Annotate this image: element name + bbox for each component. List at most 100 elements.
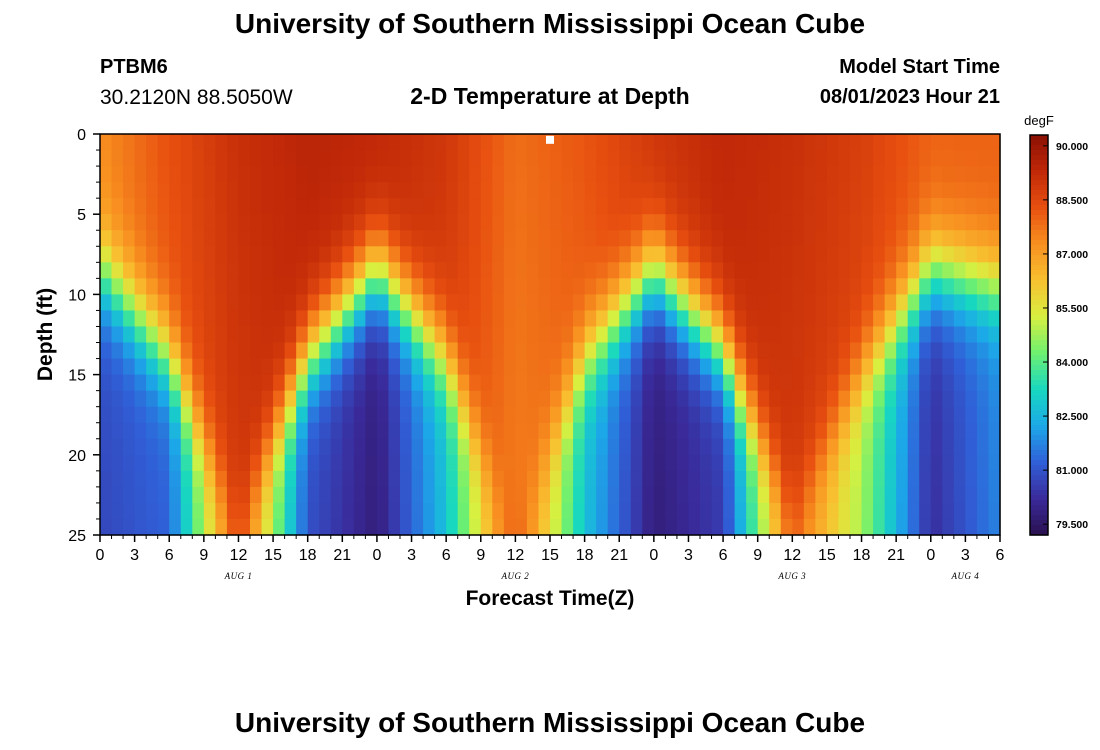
heatmap-cell	[215, 310, 228, 328]
heatmap-cell	[596, 278, 609, 295]
heatmap-cell	[157, 422, 170, 440]
heatmap-cell	[123, 246, 136, 263]
station-id: PTBM6	[100, 56, 168, 78]
heatmap-cell	[700, 230, 713, 247]
heatmap-cell	[111, 454, 124, 472]
heatmap-cell	[665, 390, 678, 408]
heatmap-cell	[515, 150, 528, 167]
heatmap-cell	[596, 470, 609, 488]
heatmap-cell	[250, 390, 263, 408]
heatmap-cell	[792, 198, 805, 215]
colorbar-segment	[1030, 315, 1048, 321]
heatmap-cell	[526, 294, 540, 312]
heatmap-cell	[342, 358, 355, 376]
heatmap-cell	[284, 470, 297, 488]
heatmap-cell	[480, 230, 493, 247]
heatmap-cell	[861, 294, 874, 312]
heatmap-cell	[526, 166, 540, 183]
heatmap-cell	[146, 278, 159, 295]
heatmap-cell	[838, 246, 851, 263]
heatmap-cell	[803, 406, 816, 424]
heatmap-cell	[792, 246, 805, 263]
heatmap-cell	[342, 134, 355, 151]
heatmap-cell	[838, 310, 851, 328]
heatmap-cell	[757, 214, 770, 231]
heatmap-cell	[573, 134, 586, 151]
heatmap-cell	[792, 518, 805, 536]
heatmap-cell	[942, 294, 955, 312]
heatmap-cell	[157, 326, 170, 344]
heatmap-cell	[388, 182, 401, 199]
heatmap-cell	[619, 406, 632, 424]
heatmap-cell	[619, 374, 632, 392]
heatmap-cell	[538, 278, 551, 295]
heatmap-cell	[815, 470, 828, 488]
heatmap-cell	[226, 182, 240, 199]
colorbar-segment	[1030, 500, 1048, 506]
heatmap-cell	[653, 166, 666, 183]
heatmap-cell	[942, 326, 955, 344]
heatmap-cell	[423, 518, 436, 536]
heatmap-cell	[342, 470, 355, 488]
heatmap-cell	[157, 166, 170, 183]
heatmap-cell	[457, 310, 470, 328]
heatmap-cell	[434, 518, 447, 536]
heatmap-cell	[353, 518, 366, 536]
heatmap-cell	[353, 182, 366, 199]
heatmap-cell	[388, 134, 401, 151]
heatmap-cell	[238, 326, 251, 344]
heatmap-cell	[607, 294, 620, 312]
heatmap-cell	[711, 342, 724, 360]
heatmap-cell	[353, 134, 366, 151]
heatmap-cell	[203, 246, 216, 263]
heatmap-cell	[146, 454, 159, 472]
heatmap-cell	[469, 134, 482, 151]
heatmap-cell	[803, 486, 816, 504]
x-tick-label: 12	[506, 547, 524, 564]
heatmap-cell	[100, 246, 113, 263]
heatmap-cell	[919, 326, 932, 344]
heatmap-cell	[780, 406, 793, 424]
colorbar-segment	[1030, 515, 1048, 521]
heatmap-cell	[330, 150, 343, 167]
heatmap-cell	[930, 326, 943, 344]
heatmap-cell	[861, 454, 874, 472]
heatmap-cell	[226, 214, 240, 231]
heatmap-cell	[203, 390, 216, 408]
heatmap-cell	[503, 294, 516, 312]
heatmap-cell	[850, 150, 863, 167]
heatmap-cell	[526, 470, 540, 488]
heatmap-cell	[688, 358, 701, 376]
heatmap-cell	[503, 438, 516, 456]
heatmap-cell	[157, 214, 170, 231]
heatmap-cell	[250, 262, 263, 279]
heatmap-cell	[203, 294, 216, 312]
heatmap-cell	[642, 134, 655, 151]
heatmap-cell	[238, 166, 251, 183]
heatmap-cell	[780, 262, 793, 279]
heatmap-cell	[434, 406, 447, 424]
heatmap-cell	[930, 294, 943, 312]
heatmap-cell	[296, 262, 309, 279]
heatmap-cell	[700, 406, 713, 424]
heatmap-cell	[907, 470, 920, 488]
heatmap-cell	[561, 470, 574, 488]
heatmap-cell	[630, 486, 643, 504]
heatmap-cell	[988, 406, 1001, 424]
heatmap-cell	[284, 390, 297, 408]
heatmap-cell	[100, 310, 113, 328]
heatmap-cell	[826, 134, 840, 151]
colorbar-segment	[1030, 180, 1048, 186]
heatmap-cell	[815, 502, 828, 520]
heatmap-cell	[226, 166, 240, 183]
heatmap-cell	[942, 198, 955, 215]
heatmap-cell	[503, 470, 516, 488]
heatmap-cell	[538, 374, 551, 392]
heatmap-cell	[365, 406, 378, 424]
heatmap-cell	[307, 342, 320, 360]
heatmap-cell	[238, 214, 251, 231]
heatmap-cell	[584, 166, 597, 183]
heatmap-cell	[988, 454, 1001, 472]
heatmap-cell	[400, 374, 413, 392]
heatmap-cell	[780, 166, 793, 183]
